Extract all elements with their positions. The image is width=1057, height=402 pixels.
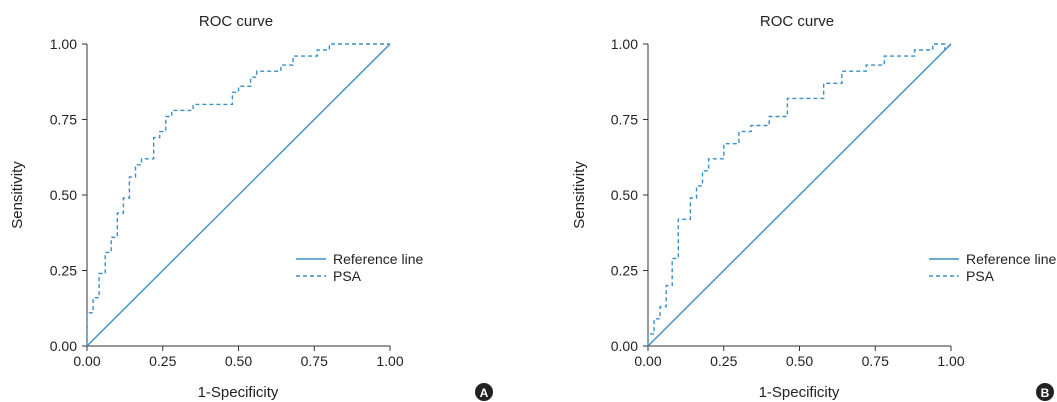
x-tick-label: 0.00 bbox=[634, 353, 661, 369]
y-tick-label: 0.50 bbox=[50, 187, 77, 203]
x-tick-label: 1.00 bbox=[376, 353, 403, 369]
series-line-reference-line bbox=[647, 43, 952, 347]
y-tick-label: 0.25 bbox=[50, 263, 77, 279]
y-tick-label: 0.00 bbox=[50, 338, 77, 354]
x-tick-label: 0.75 bbox=[301, 353, 328, 369]
roc-chart-a: ROC curve Sensitivity 1-Specificity 0.00… bbox=[9, 13, 493, 401]
chart-title: ROC curve bbox=[760, 13, 834, 30]
x-tick-label: 0.25 bbox=[710, 353, 737, 369]
y-tick-label: 0.75 bbox=[611, 112, 638, 128]
x-axis-label: 1-Specificity bbox=[759, 384, 840, 401]
legend-label-reference-line: Reference line bbox=[966, 251, 1056, 267]
x-tick-label: 1.00 bbox=[937, 353, 964, 369]
x-axis-label: 1-Specificity bbox=[198, 384, 279, 401]
y-axis-label: Sensitivity bbox=[9, 161, 26, 229]
series-line-psa bbox=[86, 43, 390, 346]
panel-badge-b-letter: B bbox=[1041, 386, 1050, 400]
y-tick-label: 1.00 bbox=[50, 36, 77, 52]
x-tick-label: 0.25 bbox=[149, 353, 176, 369]
panel-badge-b: B bbox=[1036, 383, 1054, 401]
series-line-reference-line bbox=[86, 43, 391, 347]
legend-label-psa: PSA bbox=[333, 268, 362, 284]
y-tick-label: 0.75 bbox=[50, 112, 77, 128]
legend: Reference line PSA bbox=[296, 251, 423, 284]
series-group bbox=[86, 43, 391, 347]
panel-badge-a-circle bbox=[475, 383, 493, 401]
x-tick-label: 0.75 bbox=[862, 353, 889, 369]
panel-badge-a: A bbox=[475, 383, 493, 401]
chart-title: ROC curve bbox=[199, 13, 273, 30]
x-tick-label: 0.00 bbox=[73, 353, 100, 369]
tick-labels: 0.00 0.25 0.50 0.75 1.00 0.00 0.25 0.50 0.75 1.00 bbox=[50, 36, 404, 369]
y-tick-label: 0.00 bbox=[611, 338, 638, 354]
panel-badge-b-circle bbox=[1036, 383, 1054, 401]
y-tick-label: 1.00 bbox=[611, 36, 638, 52]
y-axis-label: Sensitivity bbox=[571, 161, 588, 229]
legend-label-psa: PSA bbox=[966, 268, 995, 284]
series-group bbox=[647, 43, 952, 347]
x-tick-label: 0.50 bbox=[786, 353, 813, 369]
legend: Reference line PSA bbox=[929, 251, 1056, 284]
series-line-psa bbox=[647, 43, 952, 346]
tick-labels: 0.00 0.25 0.50 0.75 1.00 0.00 0.25 0.50 0.75 1.00 bbox=[611, 36, 965, 369]
roc-chart-b: ROC curve Sensitivity 1-Specificity 0.00… bbox=[571, 13, 1056, 401]
y-tick-label: 0.25 bbox=[611, 263, 638, 279]
x-tick-label: 0.50 bbox=[225, 353, 252, 369]
legend-label-reference-line: Reference line bbox=[333, 251, 423, 267]
y-tick-label: 0.50 bbox=[611, 187, 638, 203]
panel-badge-a-letter: A bbox=[480, 386, 489, 400]
